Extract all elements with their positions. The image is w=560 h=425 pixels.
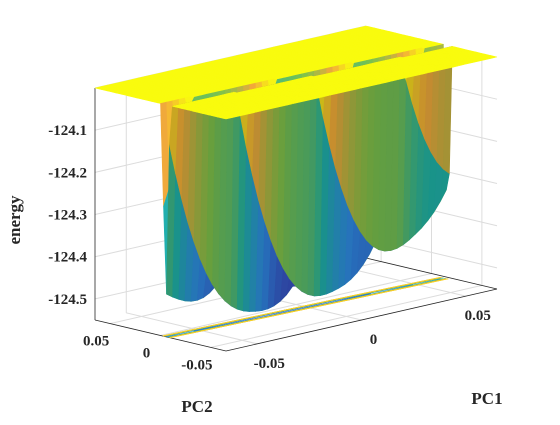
z-tick-label-4: -124.5 [48,292,87,308]
z-tick-label-1: -124.2 [48,165,87,181]
contour-line-1-b [194,293,372,332]
energy-surface [94,25,498,312]
contour-line-9-a [162,276,445,337]
x-tick-label-1: 0 [370,332,378,348]
tick-labels: -124.1 -124.2 -124.3 -124.4 -124.5 -0.05 0 0.05… [48,123,491,373]
z-axis-label: energy [5,195,24,245]
surface-patch [487,55,498,59]
z-tick-label-2: -124.3 [48,208,87,224]
y-tick-label-2: -0.05 [181,357,212,373]
y-tick-label-1: 0 [143,346,151,362]
z-tick-label-0: -124.1 [48,123,87,139]
x-axis-label: PC1 [471,389,502,408]
contour-projection [162,276,451,339]
contour-line-9-b [169,277,451,339]
z-tick-label-3: -124.4 [48,250,87,266]
axis-edge-floor-right [365,257,498,290]
axis-edge-pc2 [94,319,227,352]
x-tick-label-2: 0.05 [465,308,491,324]
y-grid-line-floor-1 [160,273,432,336]
y-axis-label: PC2 [181,397,212,416]
y-tick-label-0: 0.05 [83,334,109,350]
axis-edge-pc1 [225,288,498,352]
y-grid-line-floor-2 [210,284,482,348]
x-tick-label-0: -0.05 [254,356,285,372]
